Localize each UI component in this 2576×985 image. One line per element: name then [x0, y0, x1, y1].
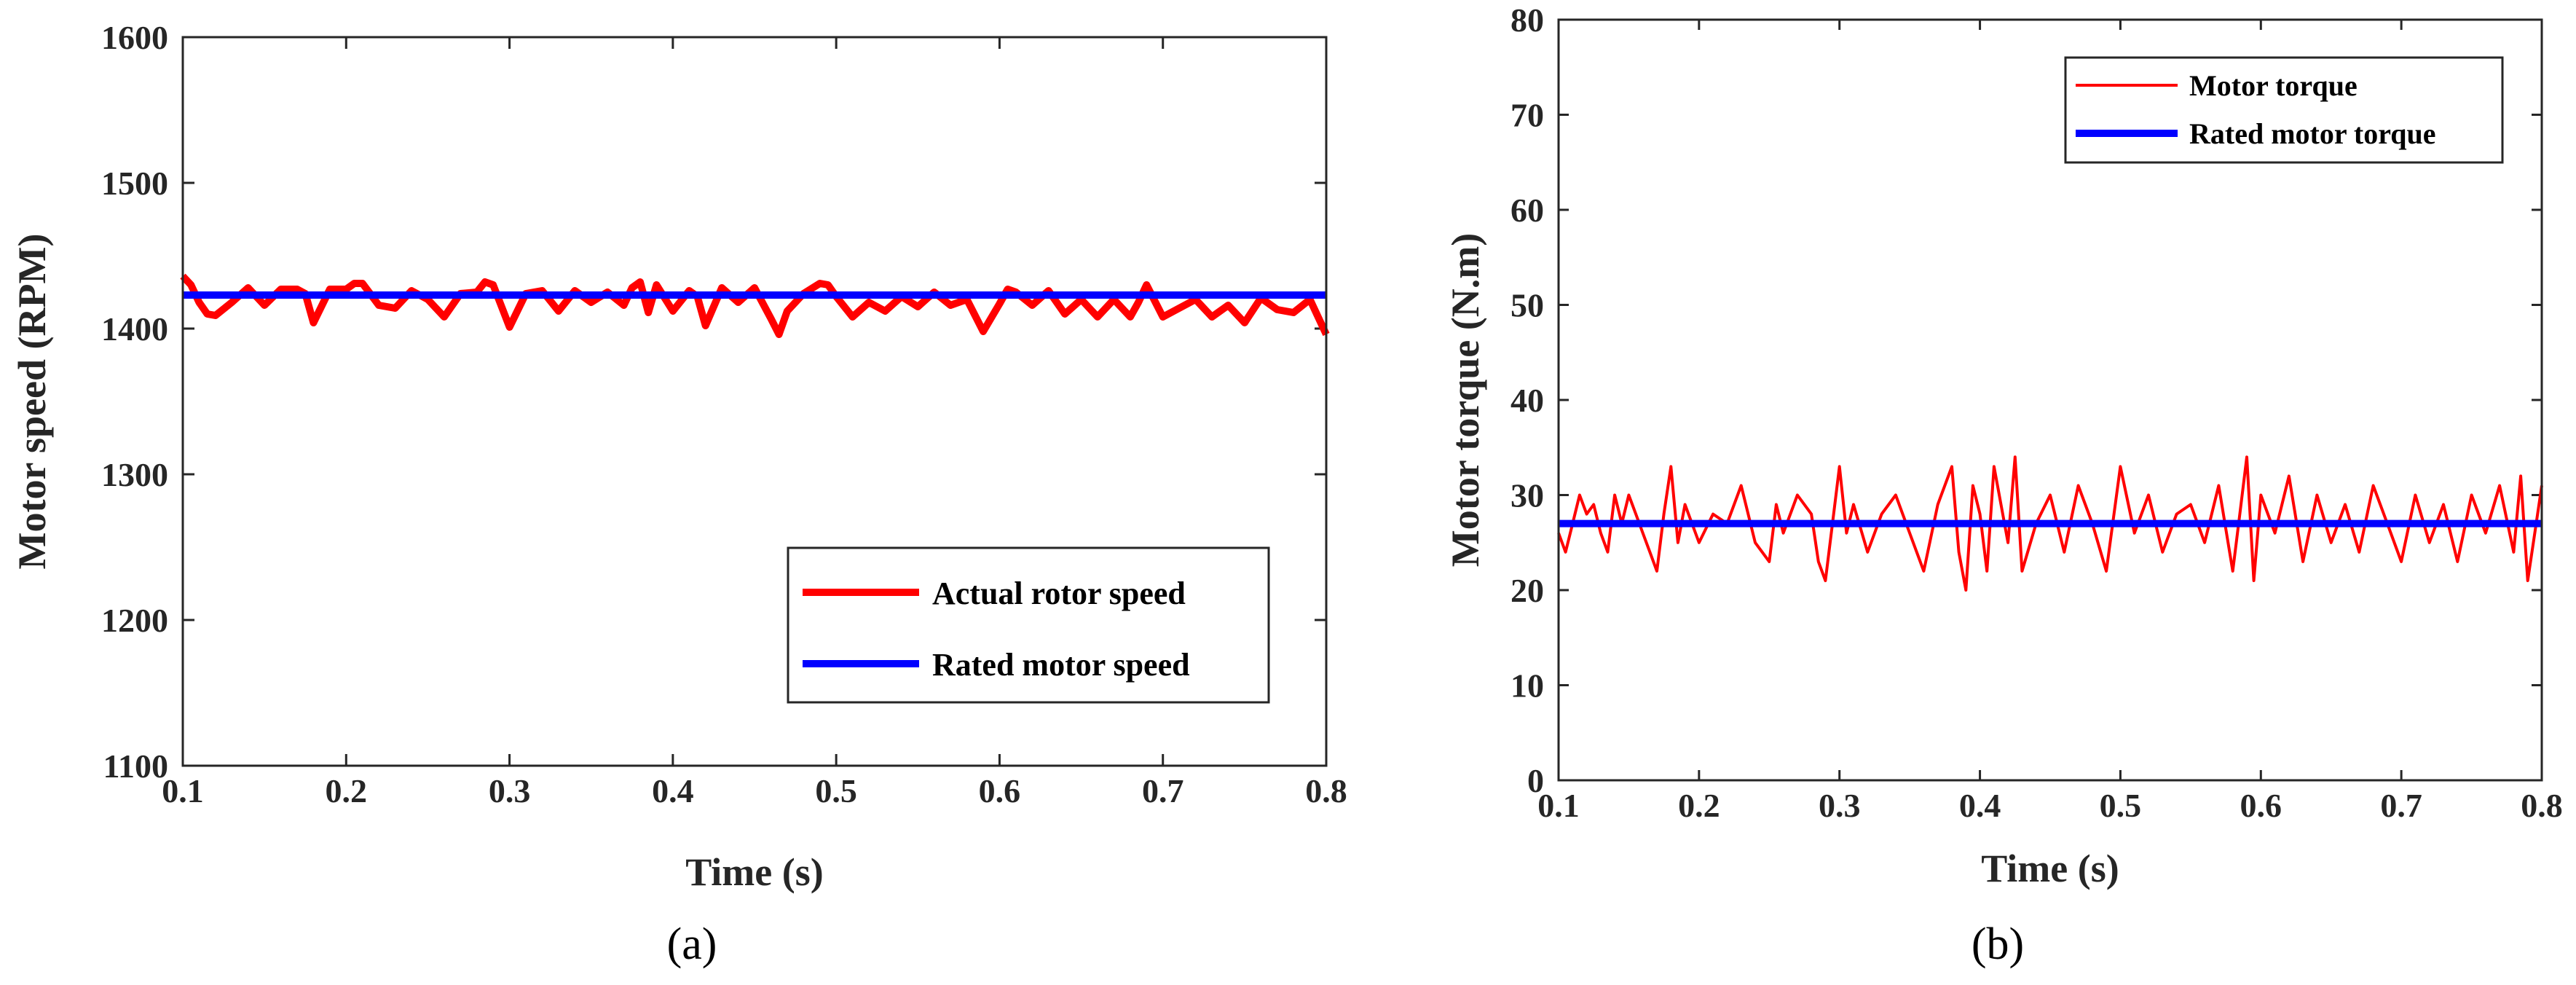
- y-tick-label: 10: [1510, 667, 1544, 705]
- x-tick-label: 0.5: [2100, 787, 2142, 824]
- caption-b: (b): [1972, 919, 2024, 969]
- x-tick-label: 0.6: [979, 772, 1021, 809]
- x-tick-label: 0.2: [326, 772, 368, 809]
- x-tick-label: 0.4: [1959, 787, 2001, 824]
- legend-box-a: [787, 546, 1270, 704]
- y-tick-label: 70: [1510, 97, 1544, 134]
- y-ticks-a: 1100 1200 1300 1400 1500 1600: [101, 19, 1326, 785]
- y-tick-label: 1100: [103, 747, 168, 785]
- x-tick-label: 0.6: [2240, 787, 2282, 824]
- y-tick-label: 50: [1510, 287, 1544, 324]
- y-tick-label: 20: [1510, 572, 1544, 609]
- x-tick-label: 0.3: [489, 772, 531, 809]
- x-tick-label: 0.8: [2521, 787, 2563, 824]
- y-axis-label-b: Motor torque (N.m): [1443, 233, 1487, 567]
- x-axis-label-a: Time (s): [685, 850, 823, 894]
- legend-label-actual-rotor-speed: Actual rotor speed: [932, 576, 1186, 611]
- y-tick-label: 40: [1510, 382, 1544, 419]
- x-tick-label: 0.3: [1819, 787, 1861, 824]
- x-axis-label-b: Time (s): [1981, 847, 2119, 890]
- x-tick-label: 0.7: [2380, 787, 2422, 824]
- x-tick-label: 0.7: [1142, 772, 1184, 809]
- axes-box-b: [1557, 18, 2543, 782]
- chart-b: 0.1 0.2 0.3 0.4 0.5 0.6 0.7 0.8 0 10 20 30 40 50 60 70…: [1443, 1, 2563, 969]
- y-tick-label: 30: [1510, 477, 1544, 514]
- x-tick-label: 0.1: [1537, 787, 1580, 824]
- axes-box-a: [181, 36, 1328, 767]
- y-tick-label: 1400: [101, 310, 168, 348]
- caption-a: (a): [667, 919, 717, 969]
- legend-label-rated-motor-torque: Rated motor torque: [2189, 117, 2435, 150]
- y-ticks-b: 0 10 20 30 40 50 60 70 80: [1510, 1, 2542, 799]
- y-tick-label: 1200: [101, 602, 168, 639]
- x-tick-label: 0.8: [1305, 772, 1347, 809]
- chart-a: 0.1 0.2 0.3 0.4 0.5 0.6 0.7 0.8 1100 1200 1300 140…: [10, 19, 1347, 969]
- series-line-motor-torque: [1557, 455, 2543, 592]
- x-tick-label: 0.4: [652, 772, 694, 809]
- series-lines-a: [180, 273, 1330, 338]
- series-lines-b: [1557, 455, 2543, 592]
- y-tick-label: 80: [1510, 1, 1544, 39]
- y-tick-label: 1500: [101, 165, 168, 202]
- legend-b: Motor torque Rated motor torque: [2064, 56, 2504, 164]
- y-tick-label: 1600: [101, 19, 168, 56]
- x-ticks-a: 0.1 0.2 0.3 0.4 0.5 0.6 0.7 0.8: [162, 37, 1347, 809]
- x-ticks-b: 0.1 0.2 0.3 0.4 0.5 0.6 0.7 0.8: [1537, 20, 2563, 824]
- legend-label-rated-motor-speed: Rated motor speed: [932, 647, 1190, 683]
- x-tick-label: 0.1: [162, 772, 204, 809]
- y-tick-label: 0: [1527, 762, 1544, 799]
- legend-label-motor-torque: Motor torque: [2189, 69, 2358, 102]
- x-tick-label: 0.2: [1678, 787, 1720, 824]
- y-tick-label: 1300: [101, 456, 168, 493]
- y-tick-label: 60: [1510, 192, 1544, 229]
- legend-a: Actual rotor speed Rated motor speed: [787, 546, 1270, 704]
- legend-box-b: [2064, 56, 2504, 164]
- x-tick-label: 0.5: [815, 772, 857, 809]
- y-axis-label-a: Motor speed (RPM): [10, 234, 54, 570]
